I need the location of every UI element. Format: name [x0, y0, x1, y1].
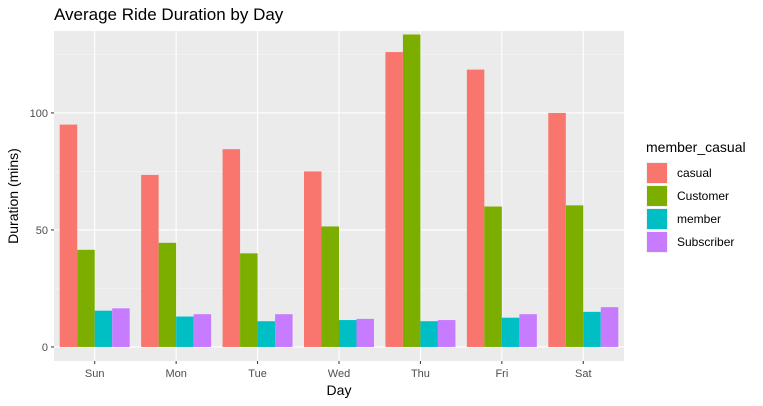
y-tick-label: 50	[36, 225, 48, 237]
legend-swatch-member	[647, 209, 667, 229]
bar-member-thu	[420, 321, 438, 347]
bar-customer-tue	[240, 253, 258, 347]
bar-customer-sat	[565, 205, 584, 347]
bar-casual-tue	[222, 149, 241, 347]
x-tick-label: Tue	[248, 368, 267, 380]
bar-customer-sun	[77, 249, 95, 347]
x-axis-title: Day	[327, 382, 352, 398]
x-tick-label: Sat	[575, 368, 592, 380]
legend-title: member_casual	[646, 139, 746, 155]
legend: member_casual casual Customer member Subscr…	[646, 139, 746, 253]
x-tick-label: Sun	[85, 368, 105, 380]
bar-member-wed	[339, 320, 357, 347]
y-axis-title: Duration (mins)	[5, 148, 21, 244]
x-tick-label: Fri	[495, 368, 508, 380]
bars	[59, 34, 619, 347]
legend-swatch-casual	[647, 163, 667, 183]
bar-subscriber-fri	[519, 314, 537, 347]
bar-customer-wed	[321, 226, 339, 347]
bar-casual-fri	[466, 69, 485, 347]
bar-subscriber-tue	[275, 314, 293, 347]
bar-member-sat	[583, 311, 601, 347]
bar-casual-sat	[548, 112, 566, 347]
legend-label-member: member	[677, 212, 721, 226]
legend-label-casual: casual	[677, 166, 712, 180]
bar-member-fri	[501, 317, 520, 347]
x-tick-label: Wed	[328, 368, 350, 380]
bar-customer-fri	[484, 206, 502, 347]
bar-customer-thu	[402, 34, 421, 347]
bar-subscriber-thu	[437, 320, 456, 347]
bar-casual-thu	[385, 52, 403, 347]
bar-subscriber-wed	[356, 318, 374, 347]
legend-swatch-subscriber	[647, 232, 667, 252]
bar-casual-wed	[304, 171, 322, 347]
bar-subscriber-mon	[193, 314, 212, 347]
bar-subscriber-sat	[600, 307, 619, 347]
y-tick-label: 0	[42, 342, 48, 354]
x-axis: Sun Mon Tue Wed Thu Fri Sat	[85, 361, 592, 380]
legend-swatch-customer	[647, 186, 667, 206]
y-tick-label: 100	[30, 108, 48, 120]
bar-customer-mon	[158, 242, 177, 347]
bar-member-mon	[176, 316, 194, 347]
bar-casual-mon	[141, 174, 159, 347]
bar-casual-sun	[59, 124, 78, 347]
legend-label-subscriber: Subscriber	[677, 235, 734, 249]
chart-title: Average Ride Duration by Day	[54, 5, 284, 24]
legend-label-customer: Customer	[677, 189, 729, 203]
bar-member-sun	[94, 310, 113, 347]
x-tick-label: Thu	[411, 368, 430, 380]
x-tick-label: Mon	[165, 368, 186, 380]
y-axis: 0 50 100	[30, 108, 54, 354]
bar-subscriber-sun	[112, 308, 130, 347]
bar-member-tue	[257, 321, 276, 347]
